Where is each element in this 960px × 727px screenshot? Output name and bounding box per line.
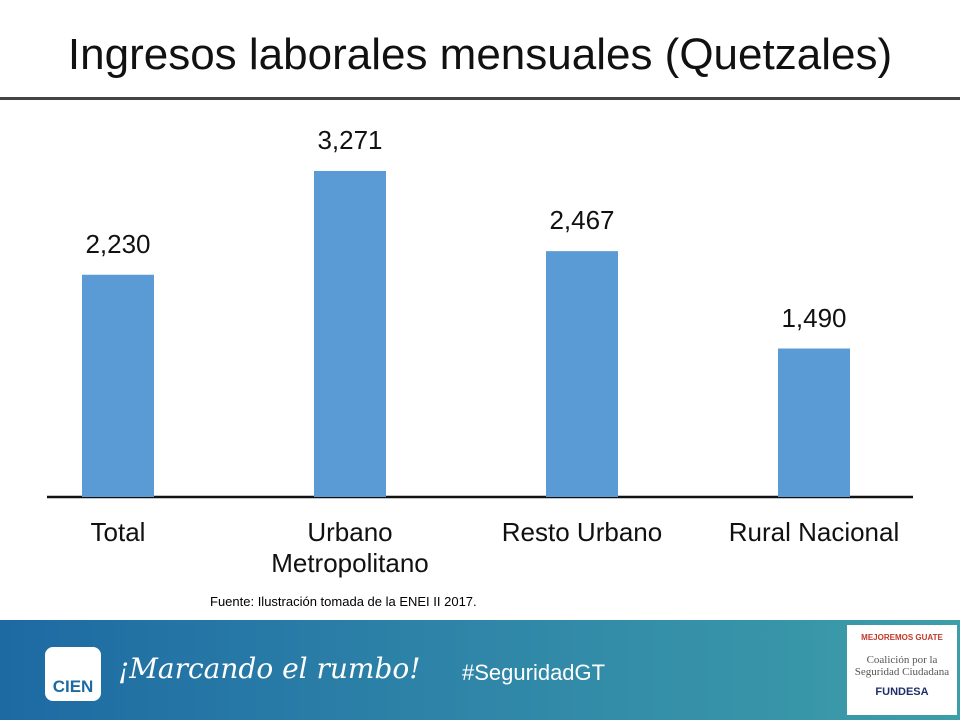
x-tick-label: Urbano Metropolitano	[271, 517, 429, 578]
logo-text: FUNDESA	[875, 686, 929, 698]
x-tick-label: Rural Nacional	[728, 517, 900, 547]
bar	[778, 348, 850, 497]
x-tick-label: Total	[90, 517, 146, 547]
hashtag: #SeguridadGT	[462, 660, 606, 685]
value-label: 2,467	[549, 205, 615, 236]
slogan: ¡Marcando el rumbo!	[118, 652, 421, 685]
logo-text: MEJOREMOS GUATE	[861, 633, 943, 642]
slide-title: Ingresos laborales mensuales (Quetzales)	[67, 30, 893, 79]
bar	[82, 274, 154, 497]
logo-left: CIEN	[45, 647, 101, 701]
value-label: 2,230	[85, 228, 151, 259]
title-rule	[0, 97, 960, 100]
plot-area	[47, 113, 913, 585]
source: Fuente: Ilustración tomada de la ENEI II…	[210, 594, 477, 609]
bar	[314, 171, 386, 497]
logo-text: Coalición por la Seguridad Ciudadana	[854, 654, 950, 678]
value-label: 1,490	[781, 302, 847, 333]
logo-right: MEJOREMOS GUATE Coalición por la Segurid…	[847, 625, 957, 715]
chart	[47, 171, 913, 499]
footer	[0, 620, 960, 720]
x-tick-label: Resto Urbano	[501, 517, 663, 547]
value-label: 3,271	[317, 125, 383, 155]
bar	[546, 251, 618, 497]
